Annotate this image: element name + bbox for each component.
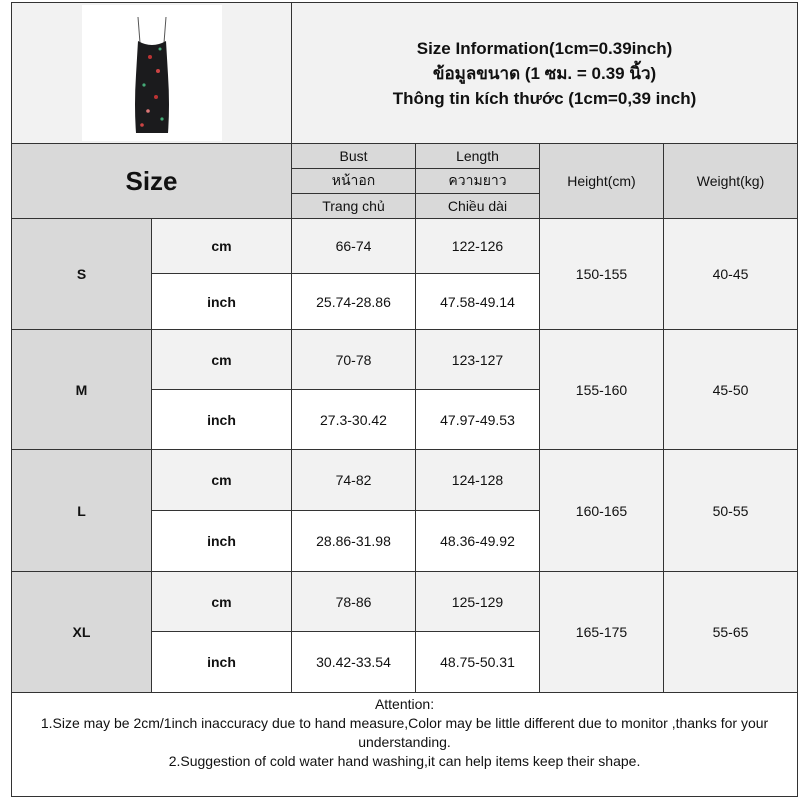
length-cm: 125-129: [415, 571, 540, 632]
bust-cm: 74-82: [291, 449, 416, 511]
unit-inch: inch: [151, 510, 292, 572]
unit-cm: cm: [151, 571, 292, 632]
size-info-title: Size Information(1cm=0.39inch) ข้อมูลขนา…: [290, 2, 799, 144]
attention-notes: Attention: 1.Size may be 2cm/1inch inaccu…: [10, 692, 799, 797]
notes-row: Attention: 1.Size may be 2cm/1inch inaccu…: [10, 692, 799, 797]
length-header-th: ความยาว: [415, 168, 540, 194]
unit-inch: inch: [151, 631, 292, 693]
length-header-en: Length: [415, 143, 540, 169]
title-thai: ข้อมูลขนาด (1 ซม. = 0.39 นิ้ว): [432, 63, 657, 83]
length-inch: 48.36-49.92: [415, 510, 540, 572]
bust-cm: 70-78: [291, 329, 416, 390]
weight-header: Weight(kg): [662, 143, 799, 219]
bust-cm: 78-86: [291, 571, 416, 632]
bust-cm: 66-74: [291, 218, 416, 274]
weight-range: 40-45: [662, 218, 799, 330]
unit-cm: cm: [151, 329, 292, 390]
weight-range: 55-65: [662, 571, 799, 693]
size-label: L: [11, 449, 152, 572]
size-header: Size: [11, 143, 292, 219]
height-range: 160-165: [539, 449, 664, 572]
length-inch: 48.75-50.31: [415, 631, 540, 693]
height-range: 155-160: [539, 329, 664, 450]
size-label: M: [11, 329, 152, 450]
dress-product-image: [81, 5, 222, 141]
unit-inch: inch: [151, 273, 292, 330]
title-english: Size Information(1cm=0.39inch): [416, 38, 673, 58]
attention-heading: Attention:: [374, 696, 435, 712]
bust-inch: 30.42-33.54: [291, 631, 416, 693]
length-cm: 122-126: [415, 218, 540, 274]
bust-inch: 25.74-28.86: [291, 273, 416, 330]
product-image-cell: [11, 2, 292, 144]
bust-inch: 27.3-30.42: [291, 389, 416, 450]
bust-header-th: หน้าอก: [291, 168, 416, 194]
note-line-2: 2.Suggestion of cold water hand washing,…: [168, 753, 641, 769]
bust-header-en: Bust: [291, 143, 416, 169]
length-cm: 123-127: [415, 329, 540, 390]
height-range: 150-155: [539, 218, 664, 330]
length-inch: 47.58-49.14: [415, 273, 540, 330]
weight-range: 50-55: [662, 449, 799, 572]
unit-cm: cm: [151, 218, 292, 274]
note-line-1: 1.Size may be 2cm/1inch inaccuracy due t…: [40, 715, 769, 750]
title-vietnamese: Thông tin kích thước (1cm=0,39 inch): [392, 88, 697, 108]
length-inch: 47.97-49.53: [415, 389, 540, 450]
bust-header-vi: Trang chủ: [291, 193, 416, 219]
bust-inch: 28.86-31.98: [291, 510, 416, 572]
height-range: 165-175: [539, 571, 664, 693]
unit-cm: cm: [151, 449, 292, 511]
length-cm: 124-128: [415, 449, 540, 511]
height-header: Height(cm): [539, 143, 664, 219]
size-label: S: [11, 218, 152, 330]
length-header-vi: Chiều dài: [415, 193, 540, 219]
unit-inch: inch: [151, 389, 292, 450]
weight-range: 45-50: [662, 329, 799, 450]
size-row-cm: XL cm 78-86 125-129 165-175 55-65: [11, 571, 799, 693]
size-label: XL: [11, 571, 152, 693]
size-chart-table: Size Information(1cm=0.39inch) ข้อมูลขนา…: [10, 2, 799, 797]
